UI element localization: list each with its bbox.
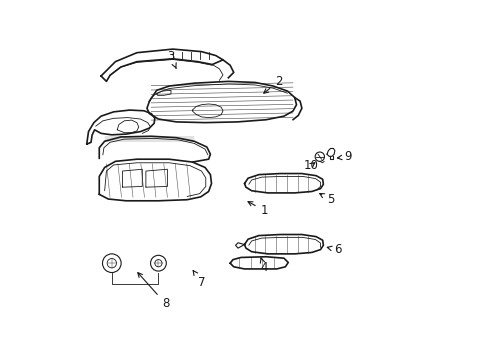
Text: 2: 2 — [263, 75, 282, 93]
Text: 3: 3 — [167, 50, 176, 68]
Text: 1: 1 — [247, 202, 267, 217]
Text: 5: 5 — [319, 193, 334, 206]
Text: 9: 9 — [337, 150, 351, 163]
Text: 10: 10 — [303, 159, 318, 172]
Text: 6: 6 — [326, 243, 341, 256]
Text: 4: 4 — [260, 258, 267, 274]
Text: 8: 8 — [138, 273, 169, 310]
Text: 7: 7 — [193, 270, 205, 289]
